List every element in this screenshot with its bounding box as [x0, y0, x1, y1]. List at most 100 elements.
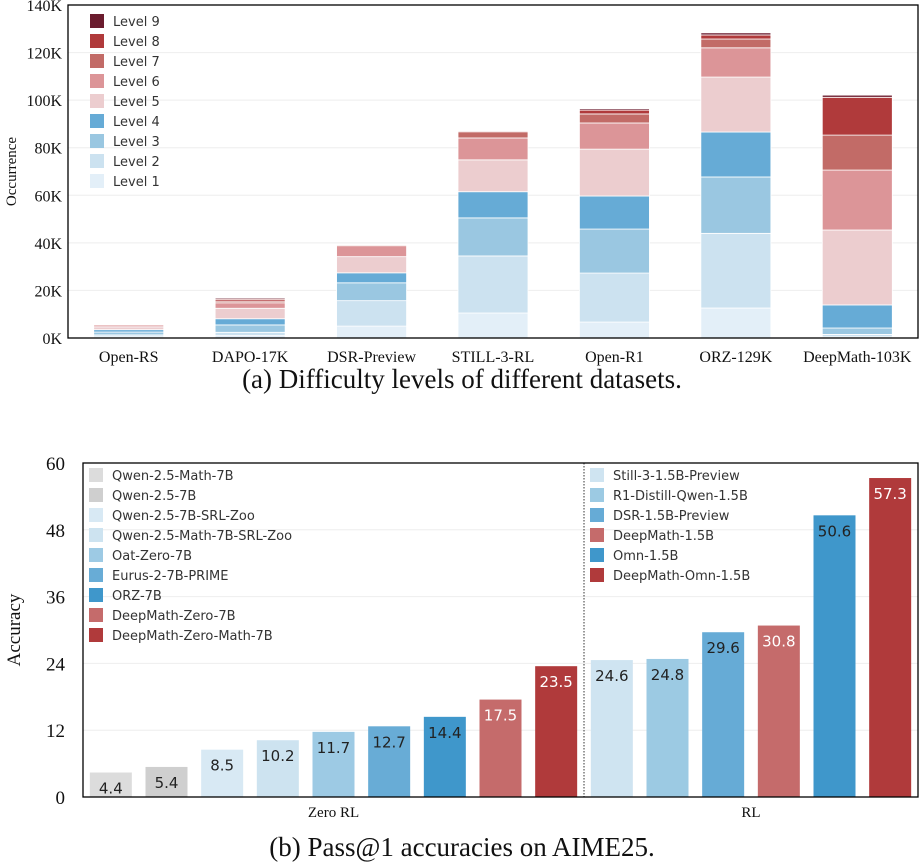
caption-b: (b) Pass@1 accuracies on AIME25.	[269, 832, 655, 862]
bar-value-label: 5.4	[155, 774, 179, 792]
legend-label: Level 8	[113, 35, 160, 50]
bar	[312, 731, 355, 797]
difficulty-chart: 0K 20K 40K 60K 80K 100K 120K 140K Occurrence Open…	[4, 0, 919, 366]
y-tick-label: 100K	[26, 93, 62, 110]
legend-swatch	[90, 74, 104, 88]
bar-segment	[93, 326, 165, 331]
bar-segment	[336, 256, 407, 274]
bar-segment	[214, 297, 286, 300]
bar-segment	[214, 324, 286, 333]
bar-segment	[457, 131, 529, 139]
legend: Still-3-1.5B-Preview R1-Distill-Qwen-1.5B…	[590, 468, 750, 584]
x-group-label: Zero RL	[308, 805, 359, 821]
bar-value-label: 8.5	[210, 757, 234, 775]
x-tick-label: Open-R1	[585, 349, 644, 366]
y-tick-label: 12	[46, 721, 65, 742]
legend-swatch	[89, 588, 103, 602]
legend-swatch	[89, 508, 103, 522]
y-tick-label: 0K	[42, 331, 62, 348]
legend-swatch	[90, 34, 104, 48]
caption-a: (a) Difficulty levels of different datas…	[242, 364, 682, 394]
bar-value-label: 4.4	[99, 780, 123, 798]
legend-swatch	[89, 468, 103, 482]
x-tick-label: DSR-Preview	[327, 349, 416, 366]
bar-segment	[821, 96, 893, 136]
bar-segment	[700, 47, 772, 78]
legend-swatch	[590, 568, 604, 582]
bar	[423, 716, 466, 797]
bar-segment	[457, 255, 529, 314]
legend-swatch	[89, 488, 103, 502]
legend-label: Qwen-2.5-7B	[112, 489, 196, 504]
bar-value-label: 50.6	[818, 522, 851, 540]
bar	[757, 625, 800, 797]
legend: Qwen-2.5-Math-7B Qwen-2.5-7B Qwen-2.5-7B-S…	[89, 468, 292, 644]
legend-label: Still-3-1.5B-Preview	[613, 469, 740, 484]
bar-segment	[700, 176, 772, 234]
legend-label: Qwen-2.5-7B-SRL-Zoo	[112, 509, 255, 524]
legend-label: Oat-Zero-7B	[112, 549, 192, 564]
y-tick-label: 24	[46, 654, 66, 675]
bar-segment	[700, 32, 772, 36]
bar	[479, 699, 522, 797]
bar-segment	[214, 307, 286, 320]
legend-swatch	[89, 608, 103, 622]
legend-label: Level 6	[113, 75, 160, 90]
bar-value-label: 30.8	[762, 633, 795, 651]
bar-segment	[579, 228, 650, 274]
y-tick-label: 80K	[34, 141, 62, 158]
legend-label: Eurus-2-7B-PRIME	[112, 569, 228, 584]
bar	[256, 740, 299, 797]
bar-segment	[336, 325, 407, 339]
legend-label: DeepMath-Zero-7B	[112, 609, 236, 624]
legend: Level 9 Level 8 Level 7 Level 6 Level 5 Level…	[90, 14, 160, 190]
bar	[89, 772, 132, 797]
legend-swatch	[90, 14, 104, 28]
x-tick-label: ORZ-129K	[699, 349, 772, 366]
bar-segment	[457, 312, 529, 339]
y-tick-label: 40K	[34, 236, 62, 253]
legend-swatch	[90, 54, 104, 68]
y-tick-label: 36	[46, 588, 65, 609]
y-tick-label: 0	[56, 788, 66, 809]
bar-segment	[700, 307, 772, 339]
bar	[646, 658, 689, 797]
bar-segment	[821, 94, 893, 98]
y-tick-label: 60K	[34, 188, 62, 205]
legend-swatch	[590, 468, 604, 482]
bar-segment	[579, 272, 650, 323]
legend-swatch	[90, 154, 104, 168]
bar-value-label: 24.6	[595, 667, 628, 685]
plot-frame	[82, 462, 919, 798]
bar-segment	[700, 232, 772, 309]
bar-value-label: 11.7	[317, 739, 350, 757]
plot-frame	[67, 4, 919, 339]
bar-segment	[821, 134, 893, 171]
legend-label: Qwen-2.5-Math-7B-SRL-Zoo	[112, 529, 292, 544]
legend-swatch	[590, 548, 604, 562]
bar	[590, 660, 633, 797]
y-tick-label: 48	[46, 521, 65, 542]
bar-segment	[579, 109, 650, 115]
x-tick-label: DAPO-17K	[212, 349, 289, 366]
bar	[869, 478, 912, 797]
bar	[535, 666, 578, 797]
bar-segment	[821, 304, 893, 329]
y-axis-label: Accuracy	[4, 593, 25, 666]
bar	[813, 515, 856, 797]
bar-value-label: 17.5	[484, 707, 517, 725]
legend-label: Level 9	[113, 15, 160, 30]
bar-segment	[336, 300, 407, 327]
bar-segment	[457, 137, 529, 161]
legend-label: DeepMath-Omn-1.5B	[613, 569, 750, 584]
bar-segment	[700, 38, 772, 49]
y-tick-label: 20K	[34, 283, 62, 300]
x-group-label: RL	[741, 805, 760, 821]
legend-label: Level 7	[113, 55, 160, 70]
legend-swatch	[89, 568, 103, 582]
bar-value-label: 57.3	[873, 485, 906, 503]
bar-segment	[93, 331, 165, 336]
legend-swatch	[590, 528, 604, 542]
x-tick-label: STILL-3-RL	[452, 349, 535, 366]
legend-swatch	[590, 508, 604, 522]
